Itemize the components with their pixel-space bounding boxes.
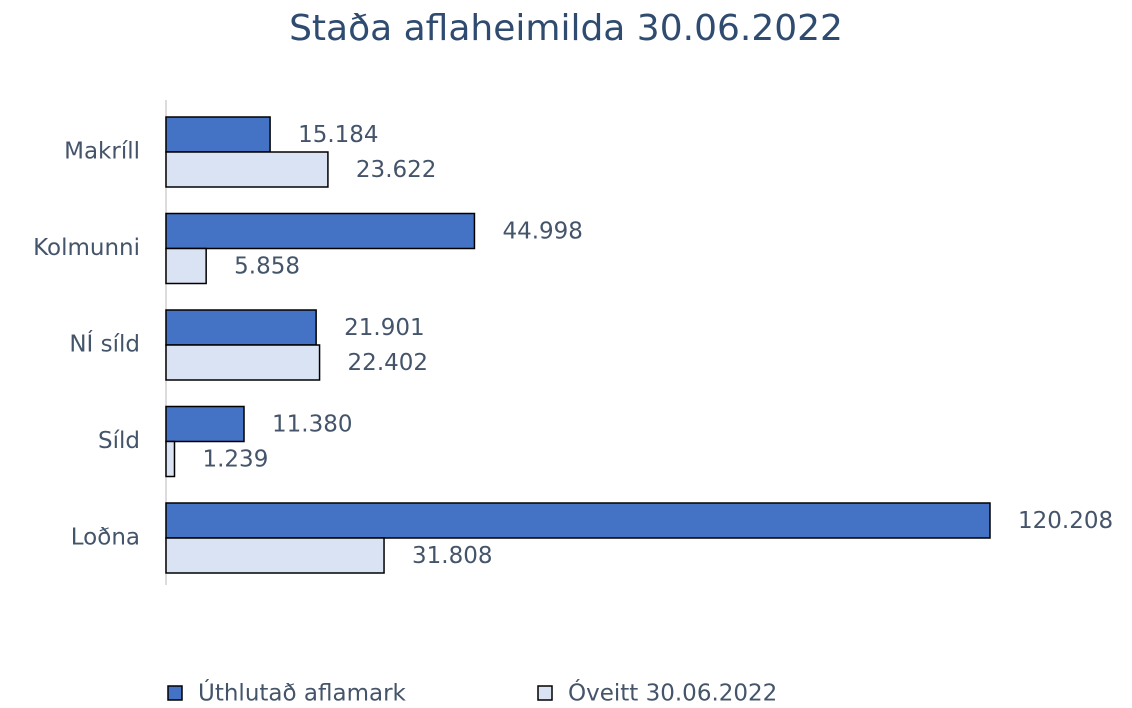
data-label: 22.402 <box>348 350 428 376</box>
data-label: 1.239 <box>202 447 268 473</box>
bar <box>165 344 321 381</box>
bar <box>165 405 245 443</box>
data-label: 120.208 <box>1018 508 1113 534</box>
y-tick-label: Loðna <box>71 525 140 551</box>
bar <box>165 116 271 153</box>
y-tick-label: Makríll <box>64 139 140 165</box>
data-label: 11.380 <box>272 412 352 438</box>
bar <box>165 247 207 285</box>
legend-swatch <box>537 685 553 701</box>
y-tick-label: Síld <box>98 428 140 454</box>
data-label: 31.808 <box>412 543 492 569</box>
data-label: 15.184 <box>298 122 378 148</box>
data-label: 23.622 <box>356 157 436 183</box>
bar <box>165 309 317 346</box>
bar <box>165 502 991 539</box>
y-tick-label: NÍ síld <box>69 330 140 358</box>
legend-swatch <box>167 685 183 701</box>
data-label: 5.858 <box>234 254 300 280</box>
legend-label: Óveitt 30.06.2022 <box>568 679 777 707</box>
data-label: 44.998 <box>502 219 582 245</box>
bar <box>165 151 329 188</box>
chart-title: Staða aflaheimilda 30.06.2022 <box>289 8 843 49</box>
y-tick-label: Kolmunni <box>33 235 140 261</box>
legend-label: Úthlutað aflamark <box>198 679 407 707</box>
bar <box>165 440 176 478</box>
bar <box>165 212 476 250</box>
data-label: 21.901 <box>344 315 424 341</box>
bar <box>165 537 385 574</box>
